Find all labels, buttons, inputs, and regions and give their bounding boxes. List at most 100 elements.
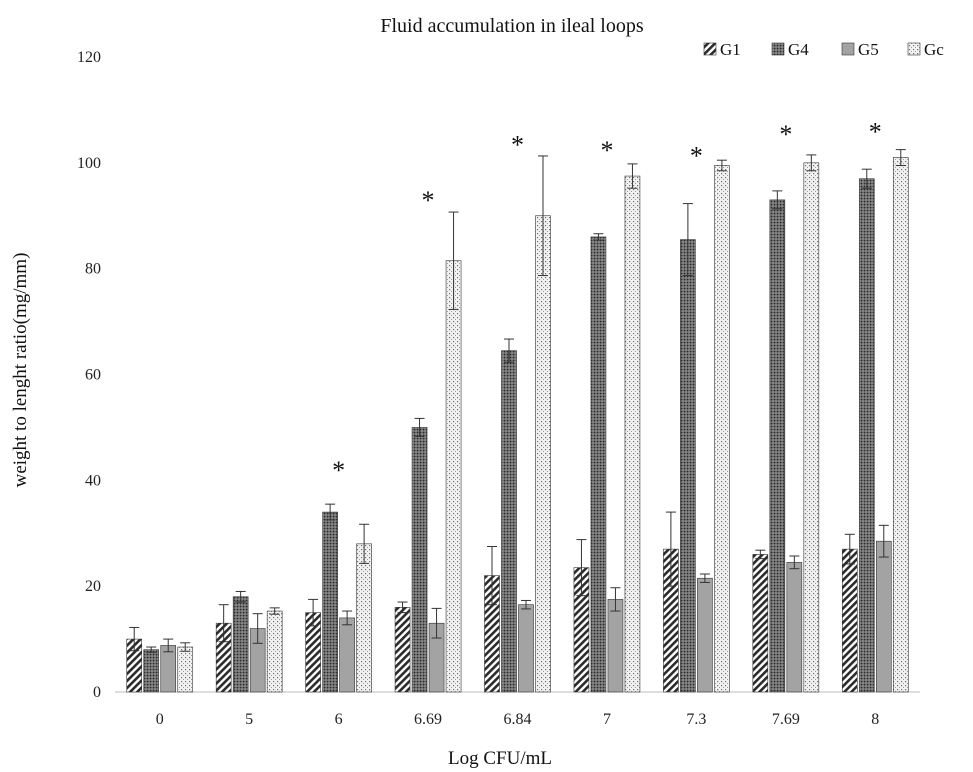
error-bar-Gc-6.69 — [448, 211, 459, 310]
error-bar-Gc-7.69 — [806, 154, 817, 172]
legend-swatch — [907, 42, 921, 56]
bar-G5-6.84 — [518, 604, 534, 693]
error-bar-Gc-7.3 — [716, 159, 727, 172]
bar-G5-7 — [607, 599, 624, 693]
significance-marker: * — [422, 186, 435, 215]
x-tick-label: 7 — [603, 711, 611, 728]
bar-G1-8 — [841, 548, 858, 693]
bar-G5-6 — [339, 617, 355, 693]
legend-item-G1: G1 — [703, 40, 741, 59]
bar-G5-8 — [875, 540, 892, 693]
x-tick-label: 6 — [335, 711, 343, 728]
bar-G1-7.69 — [752, 554, 769, 693]
bar-Gc-8 — [892, 157, 909, 693]
error-bar-G5-7.69 — [789, 555, 800, 570]
y-tick-label: 20 — [85, 578, 101, 595]
x-tick-label: 7.3 — [686, 711, 706, 728]
error-bars-group — [129, 149, 906, 653]
error-bar-Gc-8 — [895, 149, 906, 166]
error-bar-G4-7.69 — [772, 190, 783, 210]
significance-marker: * — [600, 136, 613, 165]
y-axis-ticks: 0 20 40 60 80 100 120 — [77, 49, 101, 701]
error-bar-G4-7.3 — [682, 203, 693, 277]
legend: G1 G4 G5 Gc — [703, 40, 944, 59]
bar-G4-6.84 — [501, 350, 517, 693]
error-bar-G1-7.69 — [755, 549, 766, 560]
chart-title: Fluid accumulation in ileal loops — [380, 15, 644, 37]
legend-label: G4 — [788, 40, 809, 59]
significance-marker: * — [690, 141, 703, 170]
error-bar-G1-6 — [308, 598, 319, 627]
y-axis-label: weight to lenght ratio(mg/mm) — [10, 253, 31, 488]
bar-G4-6 — [322, 511, 338, 693]
error-bar-G4-7 — [593, 233, 604, 241]
y-tick-label: 40 — [85, 472, 101, 489]
bar-G5-7.69 — [786, 562, 803, 693]
significance-annotations: * * * * * * * — [332, 117, 882, 485]
bars-group — [126, 157, 909, 693]
error-bar-G1-5 — [218, 604, 229, 643]
x-axis-label: Log CFU/mL — [448, 748, 552, 769]
error-bar-G4-0 — [146, 646, 157, 653]
legend-label: G5 — [858, 40, 879, 59]
error-bar-Gc-6 — [359, 523, 370, 564]
bar-G4-7.3 — [680, 239, 696, 693]
error-bar-Gc-7 — [627, 163, 638, 189]
bar-G1-6.69 — [394, 607, 411, 693]
bar-Gc-6 — [356, 543, 372, 693]
error-bar-G5-6.69 — [431, 607, 442, 639]
bar-G4-6.69 — [411, 427, 428, 693]
error-bar-G4-6.84 — [504, 338, 514, 363]
error-bar-G4-8 — [861, 168, 872, 189]
x-tick-label: 5 — [245, 711, 253, 728]
legend-label: G1 — [720, 40, 741, 59]
error-bar-G5-7 — [610, 587, 621, 612]
error-bar-G5-0 — [163, 638, 174, 653]
error-bar-G4-5 — [235, 590, 246, 603]
error-bar-Gc-6.84 — [538, 155, 548, 277]
significance-marker: * — [779, 120, 792, 149]
bar-G4-8 — [858, 178, 875, 693]
error-bar-G1-6.69 — [397, 601, 408, 614]
error-bar-Gc-5 — [269, 607, 280, 615]
x-tick-label: 6.69 — [414, 711, 442, 728]
bar-G5-0 — [160, 645, 177, 693]
error-bar-G5-7.3 — [699, 573, 710, 583]
bar-Gc-5 — [266, 610, 283, 693]
x-tick-label: 8 — [871, 711, 879, 728]
error-bar-G1-6.84 — [487, 545, 497, 606]
x-tick-label: 6.84 — [504, 711, 532, 728]
bar-G4-7 — [590, 236, 607, 693]
significance-marker: * — [511, 131, 524, 160]
bar-Gc-7.69 — [803, 162, 820, 693]
significance-marker: * — [332, 456, 345, 485]
bar-Gc-7 — [624, 175, 641, 693]
legend-swatch — [703, 42, 717, 56]
bar-Gc-0 — [177, 646, 194, 693]
bar-Gc-6.84 — [535, 215, 551, 693]
error-bar-G5-6 — [342, 610, 353, 626]
error-bar-G4-6 — [325, 503, 336, 521]
legend-item-Gc: Gc — [907, 40, 944, 59]
bar-Gc-6.69 — [445, 260, 462, 693]
error-bar-G5-6.84 — [521, 599, 531, 610]
legend-label: Gc — [924, 40, 944, 59]
legend-item-G5: G5 — [841, 40, 879, 59]
bar-G4-5 — [232, 596, 249, 693]
legend-item-G4: G4 — [771, 40, 809, 59]
error-bar-G5-5 — [252, 613, 263, 644]
y-tick-label: 100 — [77, 155, 101, 172]
y-tick-label: 0 — [93, 684, 101, 701]
y-tick-label: 60 — [85, 367, 101, 384]
error-bar-G4-6.69 — [414, 417, 425, 437]
x-tick-label: 7.69 — [772, 711, 800, 728]
error-bar-G1-7.3 — [665, 511, 676, 587]
error-bar-G5-8 — [878, 524, 889, 558]
y-tick-label: 80 — [85, 261, 101, 278]
bar-G4-7.69 — [769, 199, 786, 693]
legend-swatch — [771, 42, 785, 56]
x-axis-ticks: 0 5 6 6.69 6.84 7 7.3 7.69 8 — [156, 711, 880, 728]
x-tick-label: 0 — [156, 711, 164, 728]
legend-swatch — [841, 42, 855, 56]
